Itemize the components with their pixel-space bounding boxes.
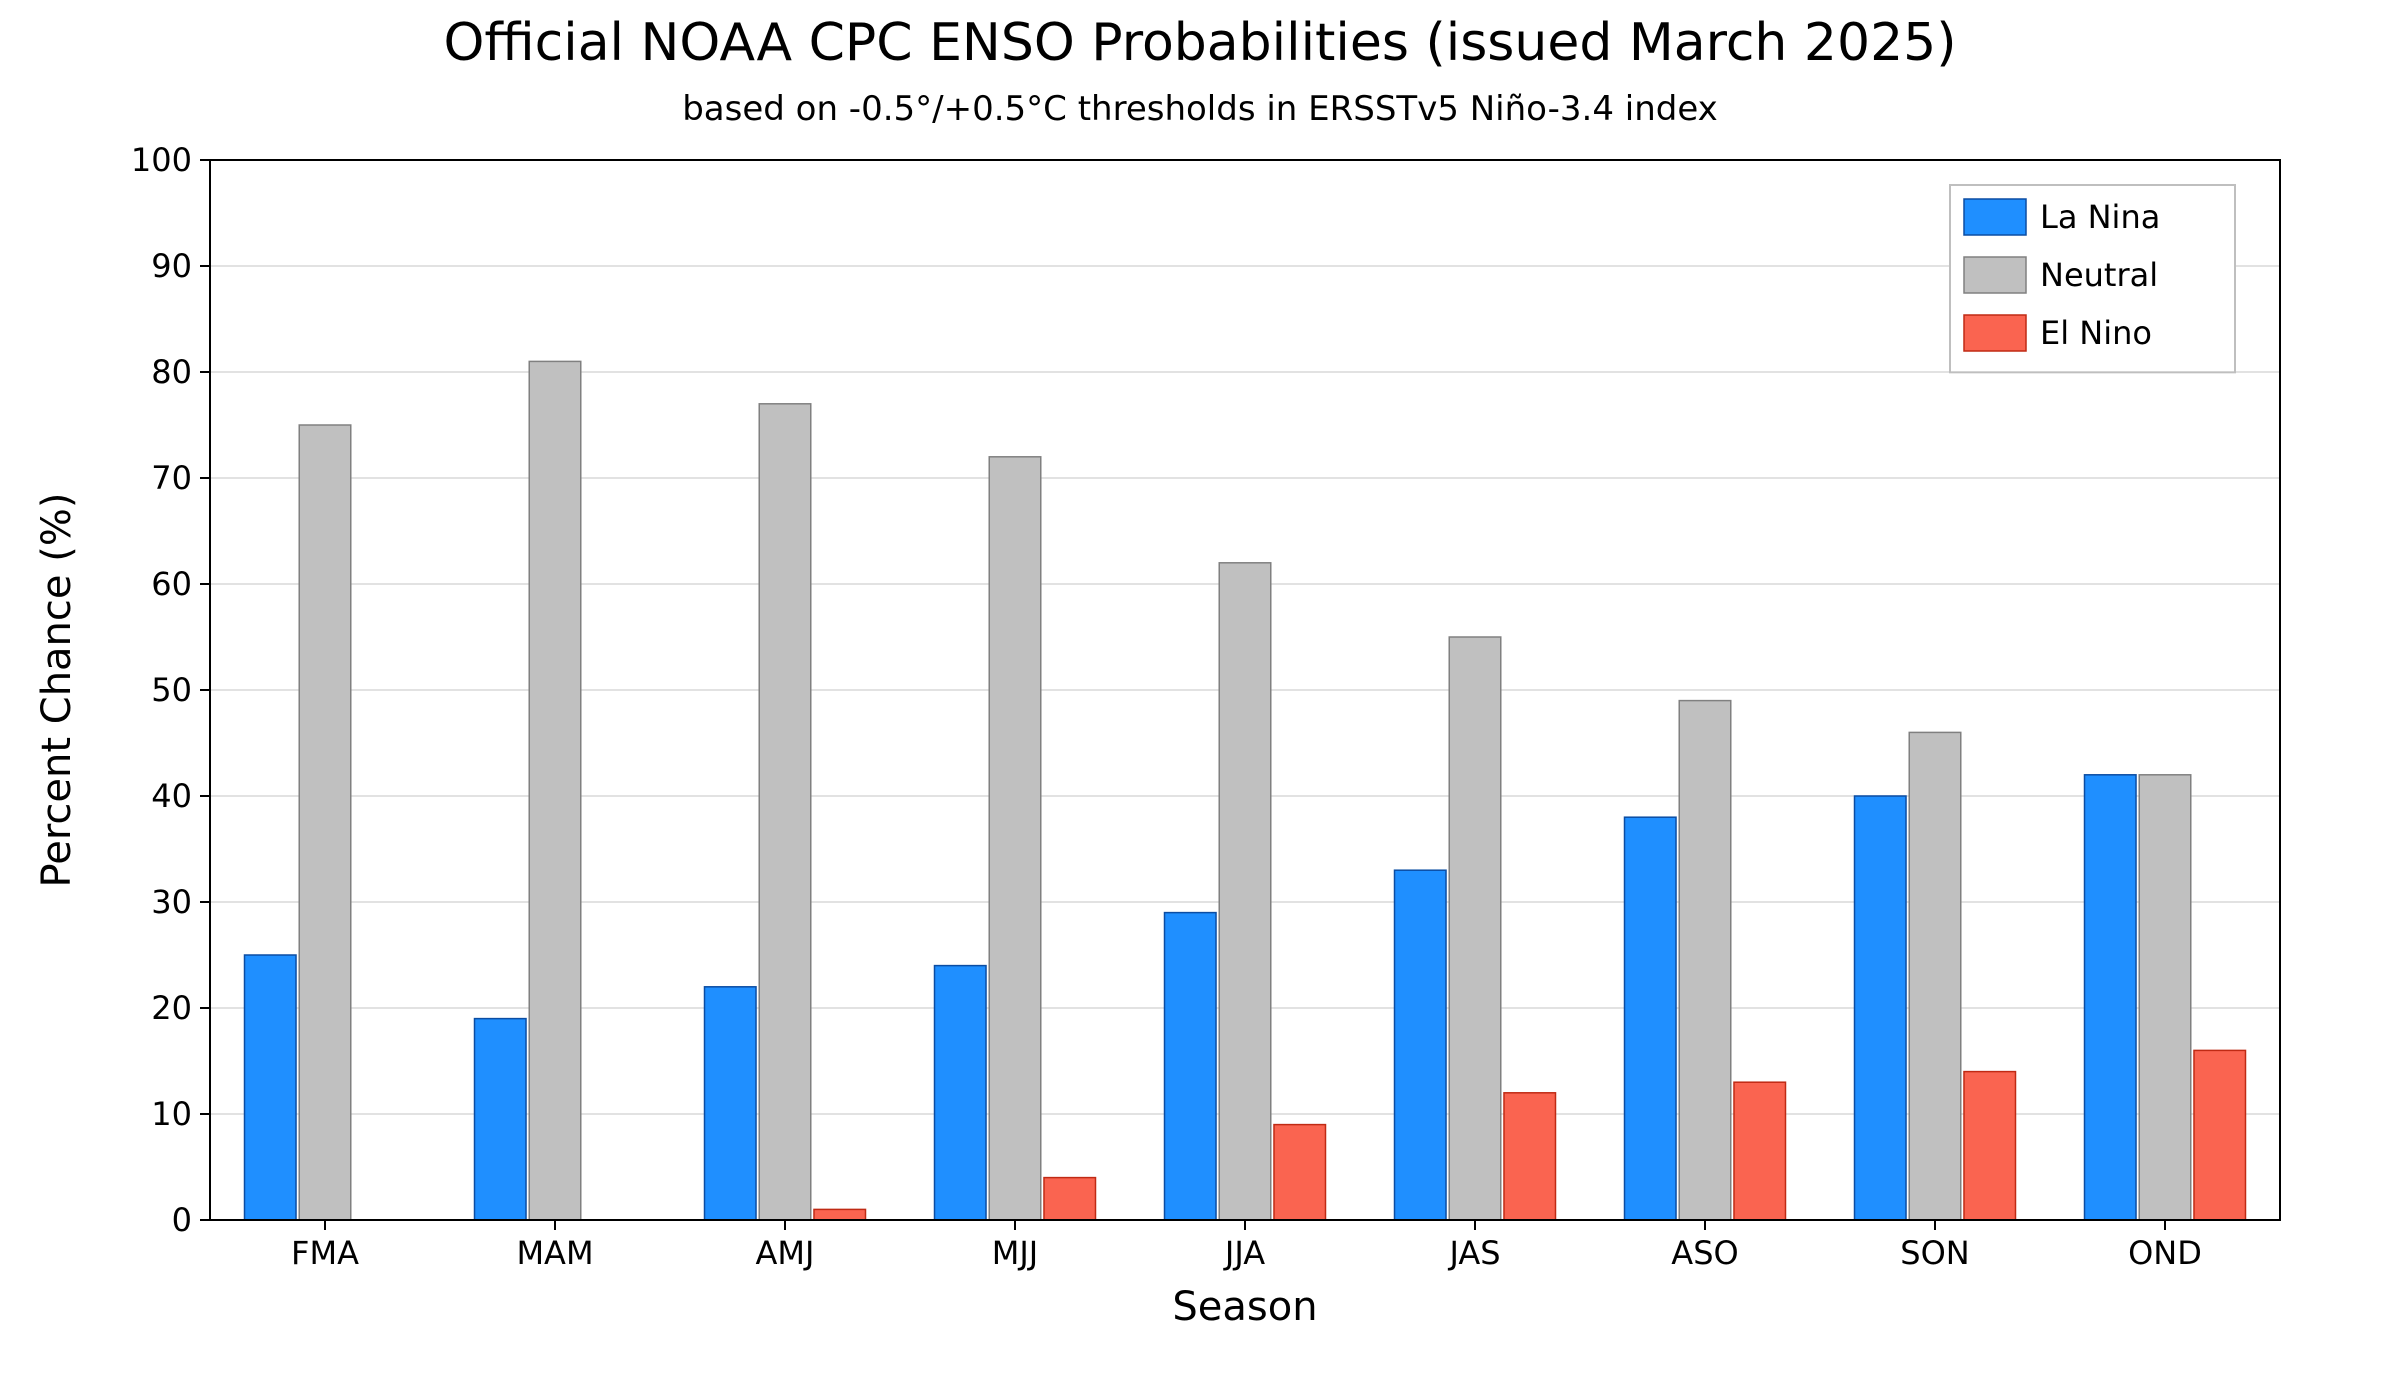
bar	[2085, 775, 2137, 1220]
bar	[2194, 1050, 2246, 1220]
bar	[1679, 701, 1731, 1220]
bar	[1165, 913, 1217, 1220]
ytick-label: 40	[151, 777, 192, 815]
ytick-label: 90	[151, 247, 192, 285]
ytick-label: 10	[151, 1095, 192, 1133]
bar	[1395, 870, 1447, 1220]
x-axis-label: Season	[1172, 1284, 1317, 1330]
legend-label: El Nino	[2040, 314, 2152, 352]
bar	[814, 1209, 866, 1220]
xtick-label: ASO	[1671, 1234, 1738, 1272]
bar	[1909, 732, 1961, 1220]
xtick-label: FMA	[291, 1234, 359, 1272]
ytick-label: 50	[151, 671, 192, 709]
ytick-label: 70	[151, 459, 192, 497]
y-axis-label: Percent Chance (%)	[34, 493, 80, 888]
legend-label: Neutral	[2040, 256, 2158, 294]
bar	[1274, 1125, 1326, 1220]
ytick-label: 80	[151, 353, 192, 391]
xtick-label: MAM	[516, 1234, 593, 1272]
xtick-label: MJJ	[992, 1234, 1038, 1272]
bar	[475, 1019, 527, 1220]
bar	[245, 955, 297, 1220]
bar	[989, 457, 1041, 1220]
bar	[1855, 796, 1907, 1220]
xtick-label: SON	[1900, 1234, 1969, 1272]
chart-subtitle: based on -0.5°/+0.5°C thresholds in ERSS…	[682, 89, 1718, 129]
legend-swatch	[1964, 199, 2026, 235]
legend-swatch	[1964, 315, 2026, 351]
ytick-label: 20	[151, 989, 192, 1027]
chart-root: 0 10 20 30 40 50 60 70 80 90 100 FMA MAM AMJ MJJ JJA JAS…	[0, 0, 2400, 1400]
bar	[299, 425, 351, 1220]
xtick-label: JJA	[1223, 1234, 1265, 1272]
xtick-label: JAS	[1447, 1234, 1500, 1272]
ytick-label: 30	[151, 883, 192, 921]
xtick-label: AMJ	[756, 1234, 815, 1272]
bar	[1964, 1072, 2016, 1220]
bar	[1449, 637, 1501, 1220]
xtick-label: OND	[2128, 1234, 2202, 1272]
chart-title: Official NOAA CPC ENSO Probabilities (is…	[443, 13, 1956, 73]
ytick-label: 100	[131, 141, 192, 179]
bar	[1504, 1093, 1556, 1220]
bar	[759, 404, 811, 1220]
legend-swatch	[1964, 257, 2026, 293]
bar	[1625, 817, 1677, 1220]
bar	[2139, 775, 2191, 1220]
chart-svg: 0 10 20 30 40 50 60 70 80 90 100 FMA MAM AMJ MJJ JJA JAS…	[0, 0, 2400, 1400]
legend-label: La Nina	[2040, 198, 2160, 236]
bar	[705, 987, 757, 1220]
ytick-label: 0	[172, 1201, 192, 1239]
ytick-label: 60	[151, 565, 192, 603]
bar	[935, 966, 987, 1220]
bar	[1734, 1082, 1786, 1220]
bar	[1044, 1178, 1096, 1220]
bar	[1219, 563, 1271, 1220]
bar	[529, 361, 581, 1220]
